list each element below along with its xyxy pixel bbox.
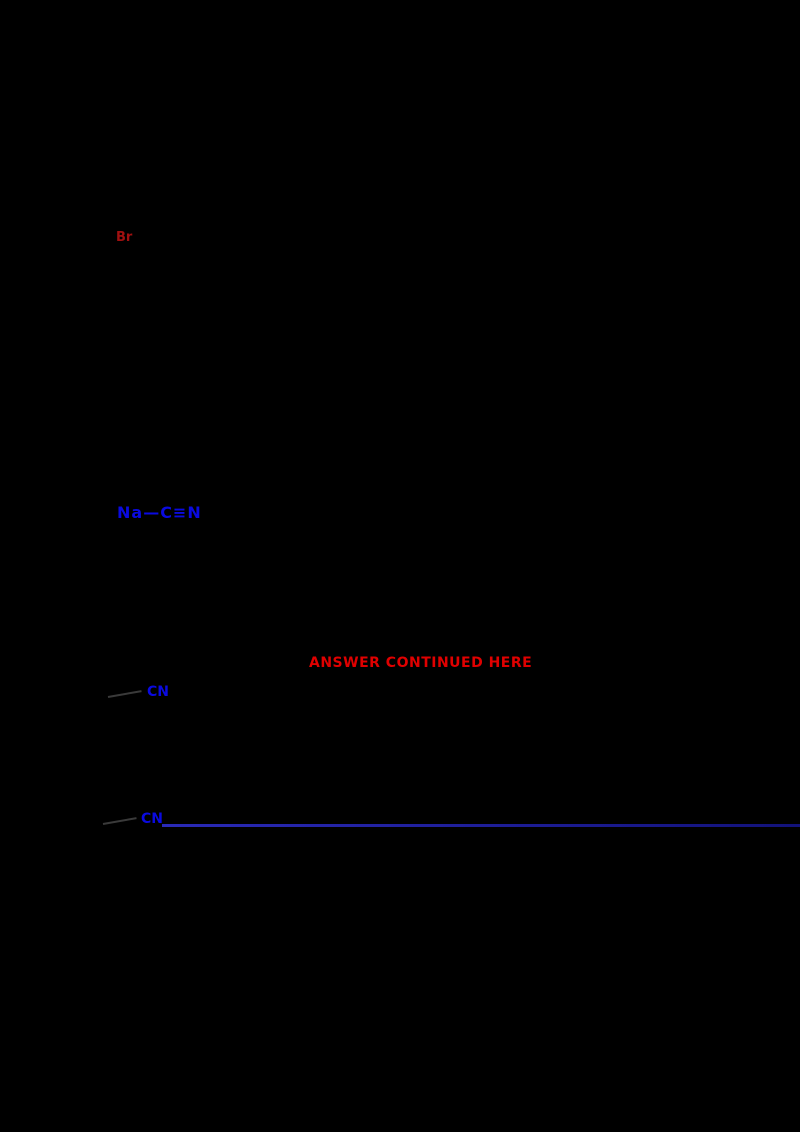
nitrile-group-label-2: CN <box>141 811 163 827</box>
continued-note-text: ANSWER CONTINUED HERE <box>309 655 533 671</box>
bromine-atom-label: Br <box>116 230 133 245</box>
bond-line-2 <box>102 817 137 825</box>
bond-line-1 <box>107 690 142 698</box>
nitrile-group-label-1: CN <box>147 684 169 700</box>
horizontal-underline-line <box>162 824 800 827</box>
cyanide-reagent-label: Na—C≡N <box>117 503 202 522</box>
